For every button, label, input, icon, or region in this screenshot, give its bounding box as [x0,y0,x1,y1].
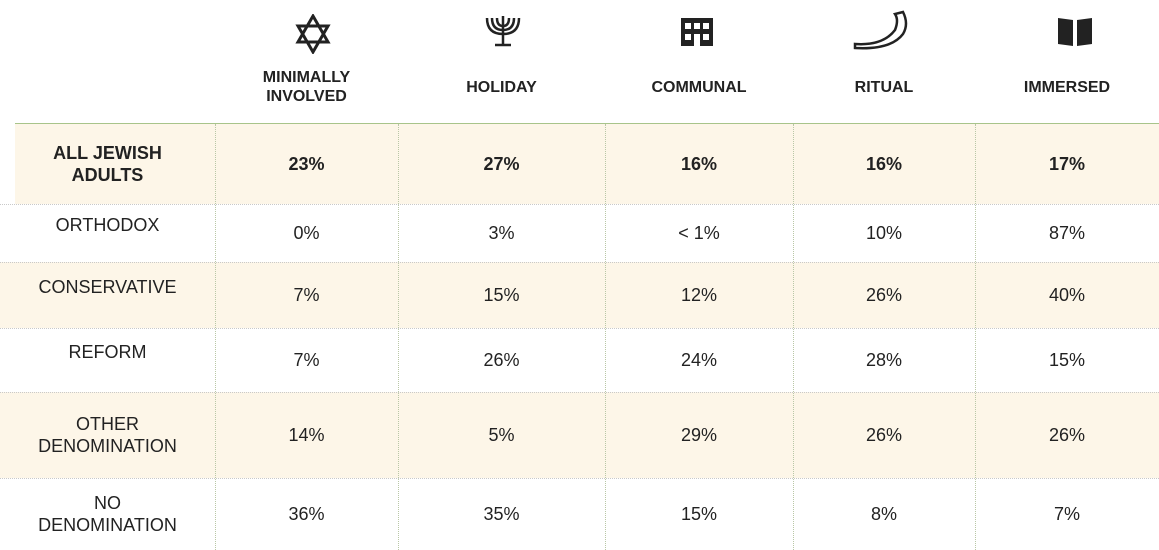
value-cell: 29% [680,425,718,445]
value-cell: 5% [488,425,515,445]
shofar-icon [853,10,908,50]
value-cell: 8% [870,504,897,524]
row-label: NO DENOMINATION [38,493,177,535]
value-cell: 15% [1048,350,1086,370]
row-label: ORTHODOX [55,215,160,235]
column-rule [398,124,399,550]
value-cell: 3% [488,223,515,243]
value-cell: 7% [293,285,320,305]
header-rule [15,123,1159,124]
value-cell: 12% [680,285,718,305]
column-header: COMMUNAL [651,78,747,96]
column-rule [605,124,606,550]
column-header: IMMERSED [1023,78,1111,96]
column-rule [975,124,976,550]
value-cell: 27% [483,154,520,174]
row-rule [0,392,1159,393]
column-rule [793,124,794,550]
value-cell: 16% [865,154,903,174]
row-label: REFORM [68,342,147,362]
value-cell: 26% [865,285,903,305]
value-cell: 23% [288,154,325,174]
value-cell: 17% [1048,154,1086,174]
star-icon [295,14,331,54]
row-rule [0,262,1159,263]
value-cell: 26% [1048,425,1086,445]
row-label: CONSERVATIVE [38,277,177,297]
row-rule [0,478,1159,479]
row-background [15,124,1159,204]
menorah-icon [485,16,521,47]
row-label: ALL JEWISH ADULTS [53,143,162,185]
row-rule [0,328,1159,329]
value-cell: 14% [288,425,325,445]
value-cell: 35% [483,504,520,524]
value-cell: 15% [483,285,520,305]
value-cell: 24% [680,350,718,370]
book-icon [1058,18,1092,46]
row-background [0,262,1159,328]
value-cell: 26% [865,425,903,445]
value-cell: 87% [1048,223,1086,243]
value-cell: 36% [288,504,325,524]
column-header: MINIMALLY INVOLVED [262,69,351,105]
column-rule [215,124,216,550]
building-icon [681,18,713,46]
row-background [0,392,1159,478]
value-cell: 7% [1053,504,1080,524]
value-cell: 16% [680,154,718,174]
value-cell: 0% [293,223,320,243]
value-cell: 15% [680,504,718,524]
value-cell: 28% [865,350,903,370]
value-cell: 7% [293,350,320,370]
row-rule [0,204,1159,205]
value-cell: 40% [1048,285,1086,305]
value-cell: 10% [865,223,903,243]
value-cell: < 1% [678,223,720,243]
value-cell: 26% [483,350,520,370]
column-header: RITUAL [854,78,914,96]
column-header: HOLIDAY [466,78,537,96]
row-label: OTHER DENOMINATION [38,414,177,456]
